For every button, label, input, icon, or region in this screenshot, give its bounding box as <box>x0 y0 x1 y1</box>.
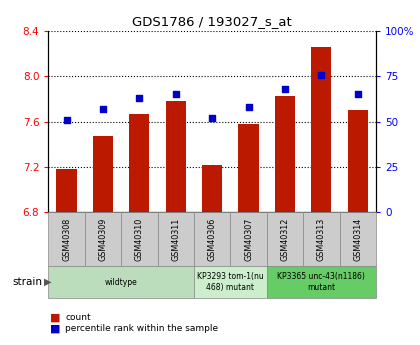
Bar <box>275 96 295 212</box>
Bar <box>311 47 331 212</box>
Text: ▶: ▶ <box>44 277 51 287</box>
Text: percentile rank within the sample: percentile rank within the sample <box>65 324 218 333</box>
Text: GSM40307: GSM40307 <box>244 217 253 260</box>
Point <box>245 104 252 110</box>
Text: count: count <box>65 313 91 322</box>
Bar <box>165 101 186 212</box>
Bar <box>202 165 222 212</box>
Bar <box>93 136 113 212</box>
Text: GSM40311: GSM40311 <box>171 217 180 260</box>
Text: GSM40312: GSM40312 <box>281 217 289 260</box>
Point <box>318 72 325 77</box>
Bar <box>348 110 368 212</box>
Point <box>209 115 215 121</box>
Point <box>354 92 361 97</box>
Text: KP3365 unc-43(n1186)
mutant: KP3365 unc-43(n1186) mutant <box>277 272 365 292</box>
Text: GSM40306: GSM40306 <box>207 217 217 260</box>
Point <box>100 106 106 112</box>
Point <box>136 95 143 101</box>
Title: GDS1786 / 193027_s_at: GDS1786 / 193027_s_at <box>132 16 292 29</box>
Text: KP3293 tom-1(nu
468) mutant: KP3293 tom-1(nu 468) mutant <box>197 272 264 292</box>
Bar <box>129 114 150 212</box>
Bar <box>57 169 76 212</box>
Text: GSM40314: GSM40314 <box>353 217 362 260</box>
Text: GSM40310: GSM40310 <box>135 217 144 260</box>
Text: strain: strain <box>12 277 42 287</box>
Bar <box>239 124 259 212</box>
Point <box>281 86 288 92</box>
Text: ■: ■ <box>50 324 61 334</box>
Text: GSM40309: GSM40309 <box>98 217 108 260</box>
Text: wildtype: wildtype <box>105 277 137 287</box>
Text: ■: ■ <box>50 313 61 322</box>
Point <box>172 92 179 97</box>
Text: GSM40308: GSM40308 <box>62 217 71 260</box>
Point <box>63 117 70 122</box>
Text: GSM40313: GSM40313 <box>317 217 326 260</box>
